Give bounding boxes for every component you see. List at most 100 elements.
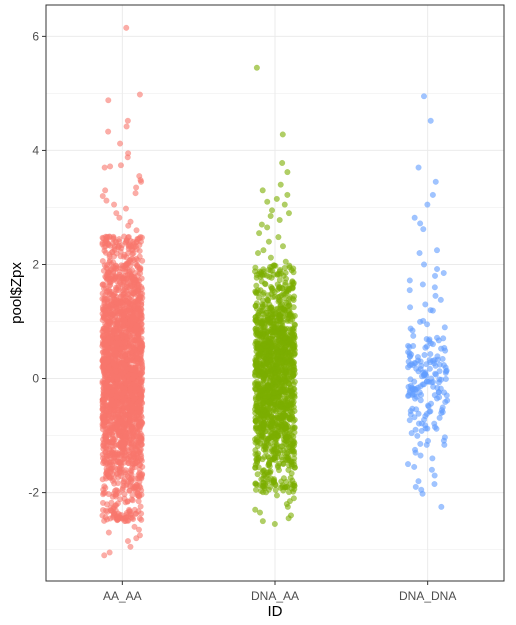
data-point (289, 388, 296, 395)
data-point (268, 311, 275, 318)
data-point (431, 272, 439, 279)
data-point (112, 493, 119, 500)
data-point (106, 418, 114, 425)
data-point (429, 341, 436, 348)
data-point (279, 159, 286, 167)
data-point (417, 452, 424, 459)
data-point (108, 276, 115, 283)
data-point (252, 302, 259, 309)
data-point (266, 346, 274, 353)
data-point (108, 339, 115, 346)
data-point (275, 234, 282, 241)
data-point (279, 322, 286, 329)
data-point (270, 320, 277, 327)
data-point (253, 64, 260, 71)
data-point (290, 458, 297, 465)
data-point (261, 323, 268, 330)
data-point (251, 406, 259, 413)
data-point (279, 243, 287, 250)
data-point (258, 364, 265, 371)
data-point (122, 205, 129, 212)
data-point (412, 483, 419, 490)
data-point (271, 520, 278, 528)
x-axis-title: ID (268, 603, 283, 620)
data-point (106, 549, 113, 556)
data-point (121, 339, 128, 346)
data-point (101, 552, 108, 559)
data-point (258, 221, 265, 228)
data-point (259, 518, 266, 525)
data-point (429, 307, 436, 314)
data-point (426, 356, 433, 364)
data-point (436, 361, 443, 368)
data-point (432, 370, 439, 377)
data-point (435, 389, 442, 396)
data-point (285, 210, 293, 217)
data-point (286, 462, 293, 469)
data-point (281, 307, 288, 315)
y-tick-label: 2 (32, 257, 39, 271)
data-point (267, 212, 274, 220)
data-point (431, 472, 438, 479)
data-point (285, 489, 293, 496)
data-point (415, 410, 422, 417)
data-point (252, 314, 259, 321)
data-point (103, 322, 110, 329)
data-point (112, 502, 119, 509)
data-point (258, 427, 265, 434)
data-point (254, 442, 261, 450)
data-point (117, 345, 124, 353)
data-point (256, 230, 263, 237)
data-point (281, 372, 288, 379)
data-point (285, 515, 292, 522)
x-axis: AA_AA DNA_AA DNA_DNA (103, 581, 456, 603)
data-point (114, 320, 121, 327)
data-point (415, 357, 422, 364)
data-point (272, 487, 279, 494)
data-point (414, 432, 421, 439)
data-point (286, 337, 293, 344)
data-point (439, 404, 446, 411)
data-point (116, 235, 123, 243)
data-point (135, 334, 142, 341)
data-point (406, 287, 413, 294)
data-point (264, 316, 271, 323)
data-point (436, 414, 443, 421)
y-tick-label: 0 (32, 372, 39, 386)
data-point (129, 404, 136, 411)
data-point (279, 301, 286, 308)
data-point (124, 455, 131, 462)
data-point (135, 281, 143, 288)
data-point (102, 187, 109, 194)
data-point (130, 433, 137, 440)
data-point (257, 402, 264, 409)
data-point (420, 317, 427, 324)
data-point (282, 275, 290, 282)
data-point (254, 459, 261, 466)
data-point (130, 415, 137, 422)
data-point (123, 24, 130, 31)
data-point (136, 91, 143, 98)
data-point (99, 378, 106, 385)
data-point (281, 201, 288, 208)
data-point (128, 496, 135, 503)
data-point (276, 266, 284, 273)
data-point (104, 516, 111, 523)
data-point (123, 123, 130, 130)
y-axis: -2 0 2 4 6 (28, 29, 46, 500)
data-point (116, 214, 123, 221)
x-tick-label: DNA_AA (251, 589, 299, 603)
data-point (107, 309, 114, 316)
data-point (274, 348, 281, 355)
data-point (122, 380, 129, 387)
data-point (428, 466, 435, 473)
data-point (438, 345, 445, 352)
data-point (124, 398, 131, 405)
data-point (100, 397, 107, 404)
data-point (103, 197, 110, 204)
data-point (101, 368, 108, 375)
data-point (410, 332, 417, 339)
data-point (129, 273, 136, 280)
data-point (104, 239, 111, 246)
data-point (112, 487, 119, 494)
